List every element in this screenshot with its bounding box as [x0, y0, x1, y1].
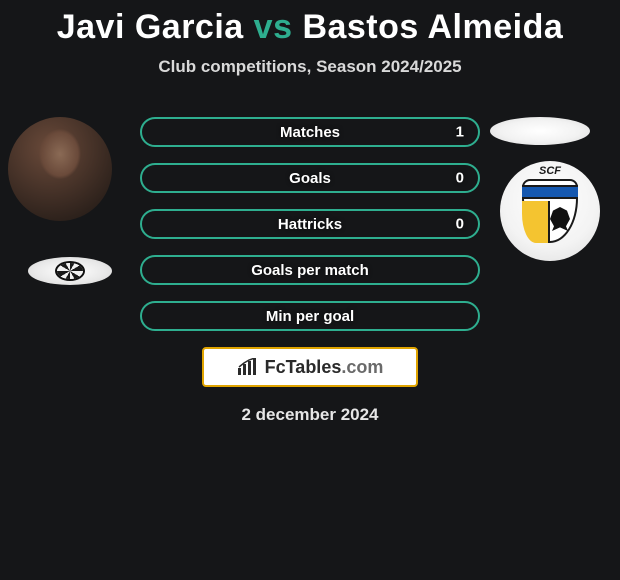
stat-row-matches: Matches 1: [140, 117, 480, 147]
title-player-2: Bastos Almeida: [302, 8, 563, 46]
stat-row-goals: Goals 0: [140, 163, 480, 193]
source-text: FcTables.com: [265, 357, 384, 378]
club-badge-right: SCF: [500, 161, 600, 261]
date-label: 2 december 2024: [0, 405, 620, 425]
stat-label: Goals: [289, 170, 331, 187]
stat-label: Hattricks: [278, 216, 342, 233]
stats-list: Matches 1 Goals 0 Hattricks 0 Goals per …: [140, 117, 480, 331]
page-title: Javi Garcia vs Bastos Almeida: [0, 0, 620, 47]
stat-value: 1: [456, 124, 464, 141]
crest-initials: SCF: [522, 165, 578, 177]
stat-value: 0: [456, 170, 464, 187]
stat-label: Min per goal: [266, 308, 354, 325]
scf-crest-icon: SCF: [522, 179, 578, 243]
stat-label: Matches: [280, 124, 340, 141]
source-suffix: .com: [341, 357, 383, 377]
club-badge-left: [28, 257, 112, 285]
bar-chart-icon: [237, 358, 259, 376]
player-right-photo: [490, 117, 590, 145]
title-vs: vs: [254, 8, 293, 46]
comparison-content: SCF Matches 1 Goals 0 Hattricks 0 Goals …: [0, 117, 620, 425]
stat-label: Goals per match: [251, 262, 369, 279]
player-left-photo: [8, 117, 112, 221]
source-badge: FcTables.com: [202, 347, 418, 387]
source-name: FcTables: [265, 357, 342, 377]
title-player-1: Javi Garcia: [57, 8, 244, 46]
boavista-icon: [57, 263, 83, 279]
stat-value: 0: [456, 216, 464, 233]
subtitle: Club competitions, Season 2024/2025: [0, 57, 620, 77]
stat-row-goals-per-match: Goals per match: [140, 255, 480, 285]
stat-row-hattricks: Hattricks 0: [140, 209, 480, 239]
stat-row-min-per-goal: Min per goal: [140, 301, 480, 331]
